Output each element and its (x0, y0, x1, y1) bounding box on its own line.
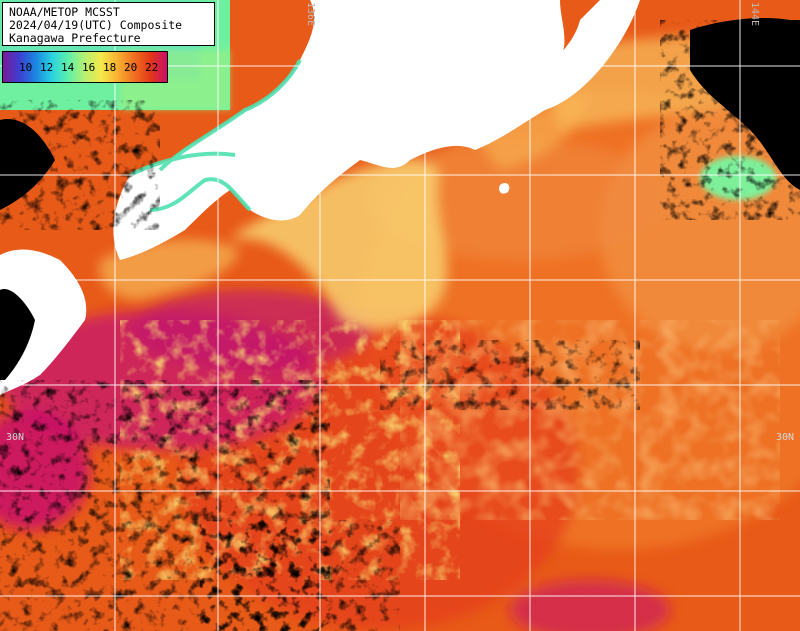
cloud-speckle-ne (660, 20, 800, 220)
lon-label-136e: 136E (305, 2, 316, 27)
temperature-legend: 10 12 14 16 18 20 22 (2, 51, 168, 83)
legend-label-18: 18 (103, 61, 117, 74)
legend-labels: 10 12 14 16 18 20 22 (3, 60, 167, 76)
lat-label-left: 30N (6, 432, 25, 443)
legend-label-10: 10 (19, 61, 33, 74)
title-line-3: Kanagawa Prefecture (9, 31, 141, 45)
legend-label-22: 22 (145, 61, 159, 74)
cloud-speckle-s (200, 520, 400, 631)
legend-label-12: 12 (40, 61, 54, 74)
lat-label-right: 30N (776, 432, 795, 443)
cloud-speckle-mid (380, 340, 640, 410)
title-box: NOAA/METOP MCSST 2024/04/19(UTC) Composi… (2, 2, 215, 46)
title-line-2: 2024/04/19(UTC) Composite (9, 18, 183, 32)
legend-label-16: 16 (82, 61, 96, 74)
title-line-1: NOAA/METOP MCSST (9, 5, 120, 19)
legend-label-14: 14 (61, 61, 75, 74)
lon-label-144e: 144E (749, 2, 760, 27)
legend-label-20: 20 (124, 61, 138, 74)
cloud-speckle-nw (0, 100, 160, 230)
